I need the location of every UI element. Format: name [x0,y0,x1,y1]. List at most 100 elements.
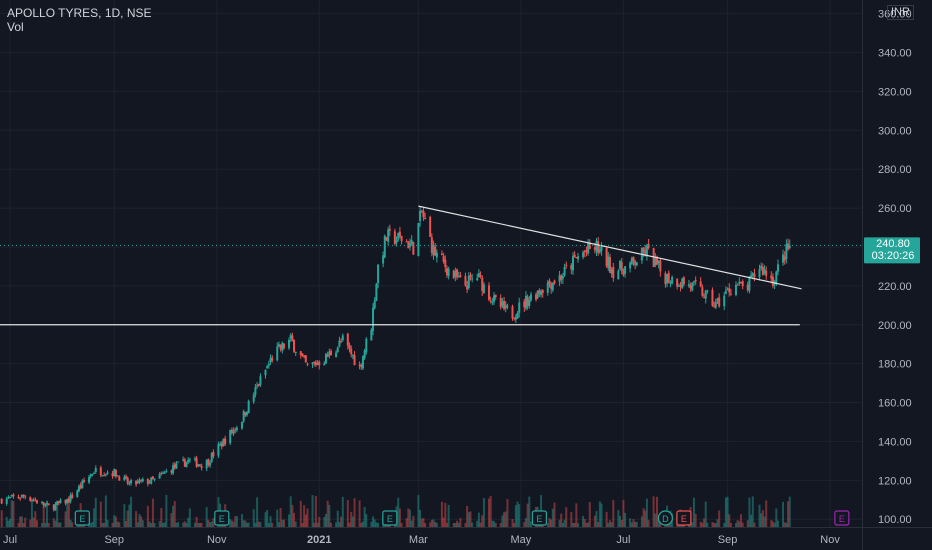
volume-bar [41,522,44,527]
candle-body [758,269,761,278]
volume-bar [489,496,492,527]
volume-bar [511,519,514,527]
volume-bar [10,500,13,527]
candle-body [193,458,196,460]
price-axis-label: 180.00 [878,359,912,371]
volume-bar [299,500,302,527]
candle-body [230,429,233,433]
candle-body [561,276,564,279]
candle-body [247,400,250,414]
volume-bar [264,512,267,527]
candle-body [32,499,35,501]
volume-bar [504,511,507,527]
candle-body [664,273,667,285]
candle-body [370,329,373,341]
candle-body [494,294,497,298]
volume-bar [266,510,269,527]
candle-body [456,269,459,278]
volume-bar [66,500,69,527]
volume-bar [469,511,472,527]
candle-body [207,459,210,465]
candle-body [254,387,257,395]
candle-body [22,494,25,497]
candle-body [499,297,502,308]
candle-body [669,282,672,284]
volume-bar [529,521,532,527]
volume-bar [656,496,659,527]
candle-body [387,229,390,242]
candle-body [314,361,317,366]
candle-body [634,261,637,265]
time-axis-label: Nov [820,534,840,546]
candle-body [477,273,480,278]
volume-bar [358,500,361,527]
candle-body [740,282,743,284]
candle-body [573,254,576,258]
candle-body [467,275,470,288]
volume-bar [736,520,739,527]
price-axis-label: 140.00 [878,436,912,448]
volume-bar [277,522,280,527]
candle-body [482,284,485,293]
volume-bar [550,519,553,527]
volume-bar [276,509,279,527]
volume-bar [723,522,726,527]
candle-body [466,285,469,290]
volume-bar [257,521,260,527]
candle-body [311,362,314,365]
candle-body [553,280,556,284]
volume-bar [699,521,702,527]
volume-bar [242,520,245,527]
candle-body [266,366,269,369]
candle-body [19,498,22,500]
candle-body [79,485,82,488]
candle-body [64,499,67,504]
volume-bar [400,523,403,527]
volume-bar [136,522,139,527]
volume-bar [365,514,368,527]
volume-bar [546,523,549,527]
volume-bar [729,523,732,527]
candle-body [330,350,333,356]
candle-body [518,302,521,313]
volume-bar [724,497,727,527]
candle-body [570,265,573,270]
volume-bar [506,498,509,527]
candle-body [313,361,316,363]
volume-bar [101,522,104,527]
volume-indicator-label[interactable]: Vol [7,20,24,34]
candle-body [101,475,104,477]
volume-bar [467,512,470,527]
volume-bar [44,522,47,527]
candle-body [382,255,385,264]
candle-body [232,429,235,434]
candle-body [288,339,291,349]
candle-body [188,459,191,461]
volume-bar [113,515,116,527]
candle-body [501,301,504,306]
candle-body [161,472,164,474]
volume-bar [0,510,3,527]
volume-bar [288,514,291,527]
candle-body [9,496,12,498]
candle-body [375,283,378,302]
candle-body [173,464,176,468]
candle-body [306,363,309,365]
candle-body [111,473,114,477]
candle-body [656,256,659,265]
volume-bar [22,522,25,527]
candle-body [282,343,285,349]
volume-bar [640,516,643,527]
candle-body [785,244,788,259]
volume-bar [716,519,719,527]
currency-label[interactable]: INR [887,5,914,20]
volume-bar [303,505,306,527]
volume-bar [440,501,443,527]
candle-body [442,256,445,262]
volume-bar [585,522,588,527]
symbol-title[interactable]: APOLLO TYRES, 1D, NSE [7,6,152,20]
time-axis-label: Nov [207,534,227,546]
volume-bar [118,522,121,527]
candle-body [57,500,60,504]
